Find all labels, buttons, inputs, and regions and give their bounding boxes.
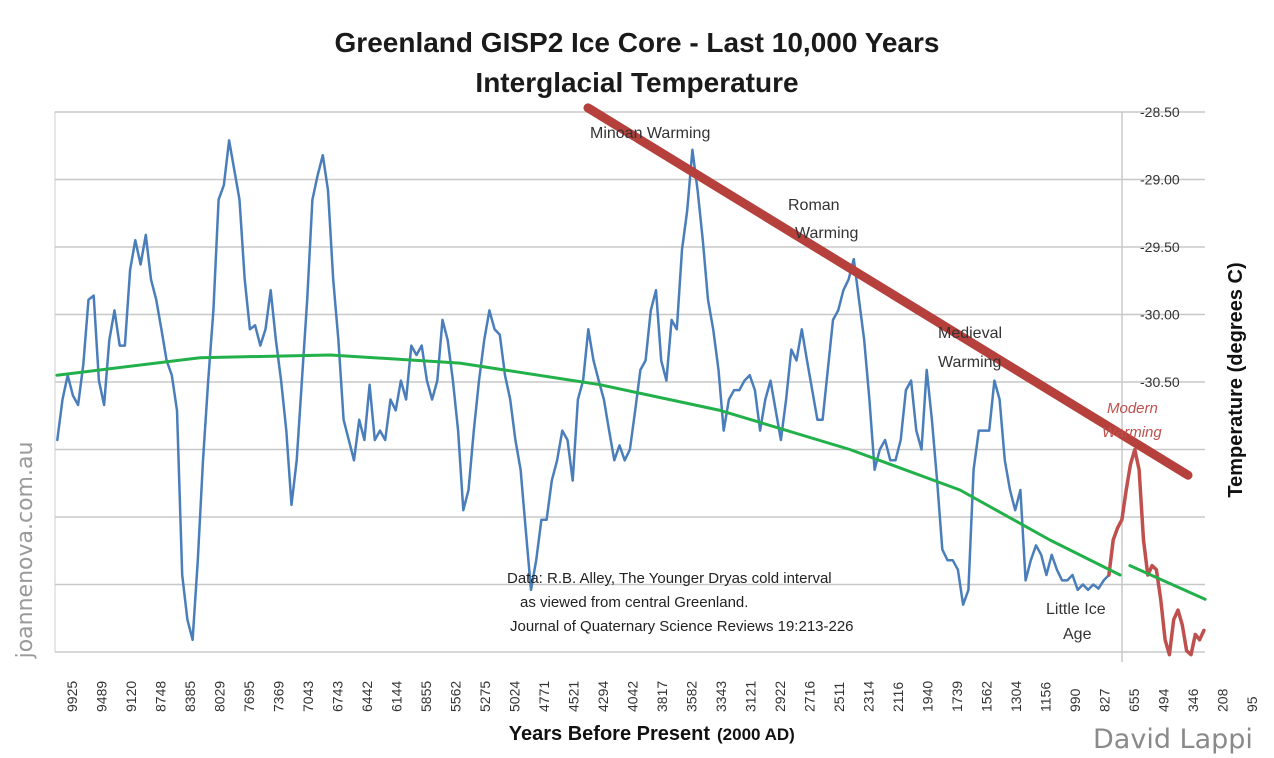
x-tick-label: 8385 bbox=[182, 681, 198, 712]
x-tick-label: 6442 bbox=[359, 681, 375, 712]
chart-title: Greenland GISP2 Ice Core - Last 10,000 Y… bbox=[335, 27, 940, 58]
y-tick-label: -30.00 bbox=[1140, 307, 1180, 323]
x-tick-label: 3121 bbox=[743, 681, 759, 712]
annotation-roman-1: Roman bbox=[788, 197, 840, 214]
x-tick-label: 6144 bbox=[389, 681, 405, 712]
watermark: joannenova.com.au bbox=[13, 442, 38, 660]
x-tick-label: 1739 bbox=[949, 681, 965, 712]
annotation-modern-2: Warming bbox=[1102, 424, 1162, 441]
x-axis-title-suffix: (2000 AD) bbox=[717, 725, 795, 744]
x-tick-label: 4771 bbox=[536, 681, 552, 712]
red-modern-warming-line bbox=[1107, 447, 1206, 657]
x-tick-label: 5275 bbox=[477, 681, 493, 712]
chart-subtitle: Interglacial Temperature bbox=[475, 67, 798, 98]
x-tick-label: 9120 bbox=[123, 681, 139, 712]
x-tick-label: 1940 bbox=[920, 681, 936, 712]
x-tick-label: 2511 bbox=[831, 682, 847, 712]
x-tick-label: 1304 bbox=[1008, 681, 1024, 712]
x-tick-label: 6743 bbox=[330, 681, 346, 712]
source-note-2: as viewed from central Greenland. bbox=[520, 594, 748, 611]
x-tick-label: 827 bbox=[1097, 688, 1113, 712]
x-tick-label: 8029 bbox=[212, 681, 228, 712]
x-tick-label: 3817 bbox=[654, 681, 670, 712]
annotation-medieval-1: Medieval bbox=[938, 325, 1002, 342]
x-tick-label: 5024 bbox=[507, 681, 523, 712]
x-tick-label: 1156 bbox=[1038, 682, 1054, 712]
annotation-modern-1: Modern bbox=[1107, 400, 1158, 417]
x-tick-label: 2716 bbox=[802, 681, 818, 712]
grid bbox=[54, 111, 1205, 662]
x-tick-label: 4294 bbox=[595, 681, 611, 712]
x-tick-label: 990 bbox=[1067, 688, 1083, 712]
x-tick-label: 7043 bbox=[300, 681, 316, 712]
x-tick-label: 9489 bbox=[94, 681, 110, 712]
y-axis-title: Temperature (degrees C) bbox=[1225, 262, 1247, 497]
x-tick-label: 2922 bbox=[772, 681, 788, 712]
x-tick-label: 5562 bbox=[448, 681, 464, 712]
blue-temperature-line bbox=[56, 139, 1111, 642]
annotation-lia-2: Age bbox=[1063, 626, 1092, 643]
x-tick-label: 9925 bbox=[64, 681, 80, 712]
brown-declining-line bbox=[583, 103, 1193, 480]
x-tick-labels: 9925 9489 9120 8748 8385 8029 7695 7369 7043 6743… bbox=[64, 681, 1260, 712]
y-tick-label: -28.50 bbox=[1140, 104, 1180, 120]
x-axis-title: Years Before Present bbox=[509, 723, 711, 745]
annotation-minoan: Minoan Warming bbox=[590, 125, 710, 142]
y-tick-label: -29.50 bbox=[1140, 239, 1180, 255]
series-lines bbox=[55, 103, 1207, 657]
source-note-3: Journal of Quaternary Science Reviews 19… bbox=[510, 618, 854, 635]
x-tick-label: 4042 bbox=[625, 681, 641, 712]
x-tick-label: 8748 bbox=[153, 681, 169, 712]
annotation-lia-1: Little Ice bbox=[1046, 601, 1106, 618]
x-tick-label: 655 bbox=[1126, 688, 1142, 712]
x-tick-label: 208 bbox=[1215, 688, 1231, 712]
x-tick-label: 2314 bbox=[861, 681, 877, 712]
y-tick-labels: -28.50 -29.00 -29.50 -30.00 -30.50 bbox=[1140, 104, 1180, 390]
x-tick-label: 7369 bbox=[271, 681, 287, 712]
annotation-medieval-2: Warming bbox=[938, 354, 1001, 371]
green-trend-line bbox=[55, 353, 1122, 577]
x-tick-label: 3582 bbox=[684, 681, 700, 712]
x-tick-label: 4521 bbox=[566, 681, 582, 712]
x-tick-label: 3343 bbox=[713, 681, 729, 712]
y-tick-label: -30.50 bbox=[1140, 374, 1180, 390]
green-trend-line bbox=[1128, 564, 1207, 601]
source-note-1: Data: R.B. Alley, The Younger Dryas cold… bbox=[507, 570, 832, 587]
credit: David Lappi bbox=[1093, 724, 1253, 755]
annotation-roman-2: Warming bbox=[795, 225, 858, 242]
x-tick-label: 494 bbox=[1156, 688, 1172, 712]
x-tick-label: 2116 bbox=[890, 682, 906, 712]
x-tick-label: 7695 bbox=[241, 681, 257, 712]
x-tick-label: 95 bbox=[1244, 696, 1260, 712]
y-tick-label: -29.00 bbox=[1140, 172, 1180, 188]
x-tick-label: 1562 bbox=[979, 681, 995, 712]
x-tick-label: 346 bbox=[1185, 688, 1201, 712]
x-tick-label: 5855 bbox=[418, 681, 434, 712]
